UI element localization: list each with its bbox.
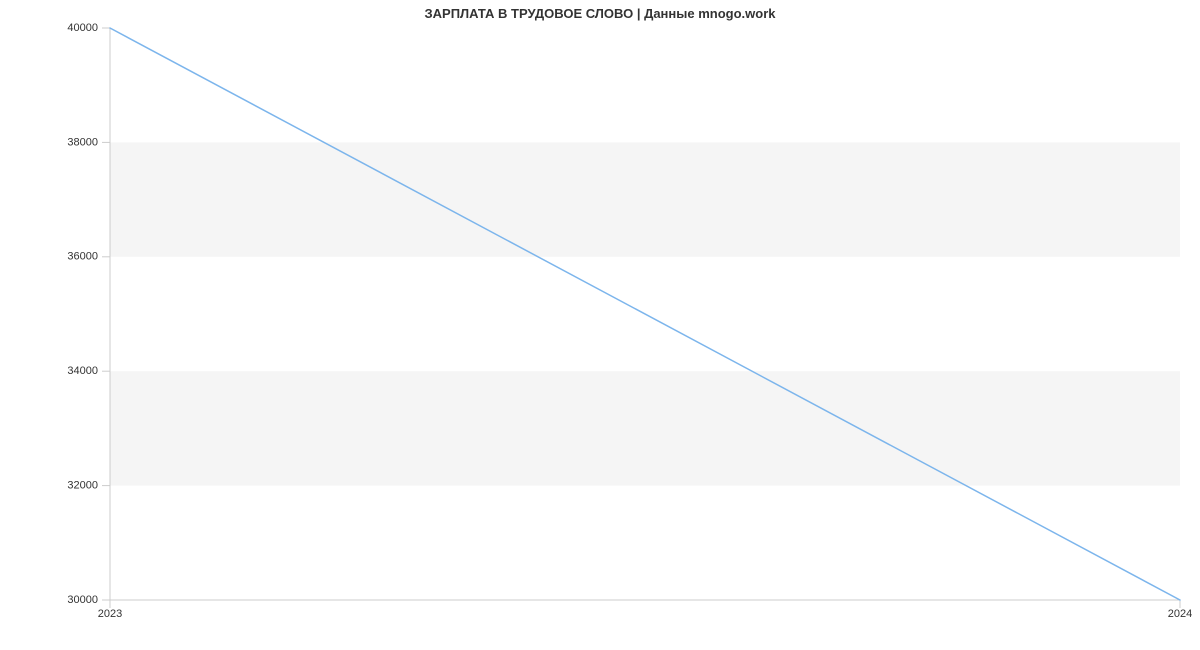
y-tick-label: 30000	[67, 594, 98, 606]
x-tick-label: 2023	[98, 608, 122, 620]
y-tick-label: 32000	[67, 480, 98, 492]
plot-band	[110, 371, 1180, 485]
x-tick-label: 2024	[1168, 608, 1192, 620]
y-tick-label: 34000	[67, 365, 98, 377]
y-tick-label: 38000	[67, 136, 98, 148]
y-tick-label: 40000	[67, 22, 98, 34]
chart-title: ЗАРПЛАТА В ТРУДОВОЕ СЛОВО | Данные mnogo…	[0, 6, 1200, 21]
y-tick-label: 36000	[67, 251, 98, 263]
salary-line-chart: ЗАРПЛАТА В ТРУДОВОЕ СЛОВО | Данные mnogo…	[0, 0, 1200, 650]
series-line	[110, 28, 1180, 600]
chart-svg: 30000 32000 34000 36000 38000 40000 2023 2024	[0, 0, 1200, 650]
plot-band	[110, 142, 1180, 256]
